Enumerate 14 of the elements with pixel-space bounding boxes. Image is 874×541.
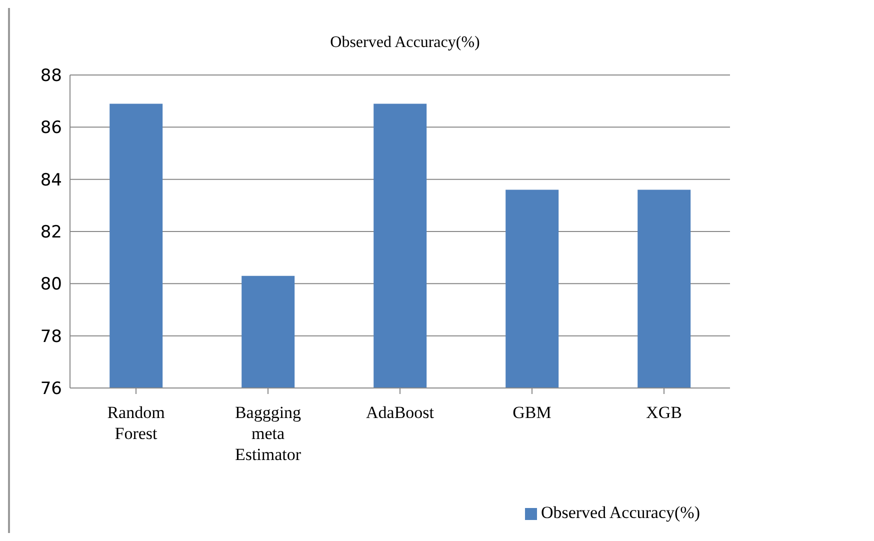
y-tick-label: 82 [40,222,62,243]
x-tick-label: Baggging meta Estimator [234,403,302,464]
legend-label: Observed Accuracy(%) [540,503,700,522]
y-tick-label: 86 [40,118,62,138]
y-tick-label: 88 [40,66,62,86]
x-tick-label: AdaBoost [366,403,434,422]
y-tick-label: 78 [40,326,62,347]
y-tick-label: 76 [40,379,62,400]
y-tick-label: 80 [40,274,62,295]
chart-title: Observed Accuracy(%) [329,34,481,52]
x-tick-label: XGB [646,403,682,422]
x-tick-label: GBM [512,403,552,422]
x-tick-label: Random Forest [107,403,165,443]
y-tick-label: 84 [40,170,62,190]
